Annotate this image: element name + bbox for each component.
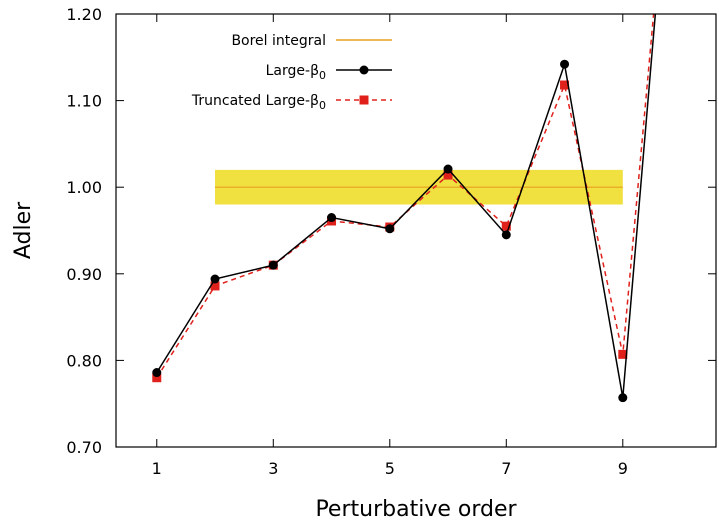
y-tick-label: 1.00 xyxy=(66,178,102,197)
x-axis-title: Perturbative order xyxy=(315,497,517,521)
legend-entry: Large-β0 xyxy=(266,63,392,82)
y-tick-label: 0.80 xyxy=(66,351,102,370)
data-point xyxy=(152,368,162,378)
x-tick-label: 3 xyxy=(268,459,278,478)
x-tick-label: 1 xyxy=(152,459,162,478)
data-point xyxy=(501,230,511,240)
legend-label: Large-β0 xyxy=(266,63,326,82)
data-point xyxy=(501,221,511,231)
data-point xyxy=(443,170,453,180)
series-large-beta0 xyxy=(152,14,657,403)
data-point xyxy=(152,373,162,383)
y-tick-label: 0.70 xyxy=(66,438,102,457)
legend-swatch-marker xyxy=(359,95,369,105)
legend-entry: Borel integral xyxy=(231,33,392,49)
data-point xyxy=(618,393,628,403)
y-tick-label: 1.10 xyxy=(66,92,102,111)
data-point xyxy=(385,224,395,234)
x-tick-label: 7 xyxy=(501,459,511,478)
data-point xyxy=(560,59,570,69)
legend-label-subscript: 0 xyxy=(319,69,326,82)
y-axis-title: Adler xyxy=(11,201,36,259)
data-point xyxy=(618,349,628,359)
legend-label-main: Large-β xyxy=(266,63,319,79)
y-tick-label: 0.90 xyxy=(66,265,102,284)
legend-label: Truncated Large-β0 xyxy=(191,93,326,112)
legend-label-subscript: 0 xyxy=(319,99,326,112)
data-point xyxy=(268,260,278,270)
tick-layer: 1 3 5 7 9 0.70 0.80 0.90 1.00 1.10 1.20 xyxy=(66,5,716,478)
data-point xyxy=(443,164,453,174)
y-tick-label: 1.20 xyxy=(66,5,102,24)
series-layer xyxy=(152,14,657,403)
x-tick-label: 9 xyxy=(618,459,628,478)
legend-entry: Truncated Large-β0 xyxy=(191,93,392,112)
data-point xyxy=(210,281,220,291)
data-point xyxy=(210,274,220,284)
legend-label-main: Truncated Large-β xyxy=(191,93,319,109)
data-point xyxy=(327,213,337,223)
plot-frame xyxy=(115,13,717,448)
series-line xyxy=(156,14,657,398)
series-line xyxy=(156,14,655,379)
data-point xyxy=(560,80,570,90)
legend-label: Borel integral xyxy=(231,33,326,49)
legend-swatch-marker xyxy=(359,65,369,75)
x-tick-label: 5 xyxy=(385,459,395,478)
